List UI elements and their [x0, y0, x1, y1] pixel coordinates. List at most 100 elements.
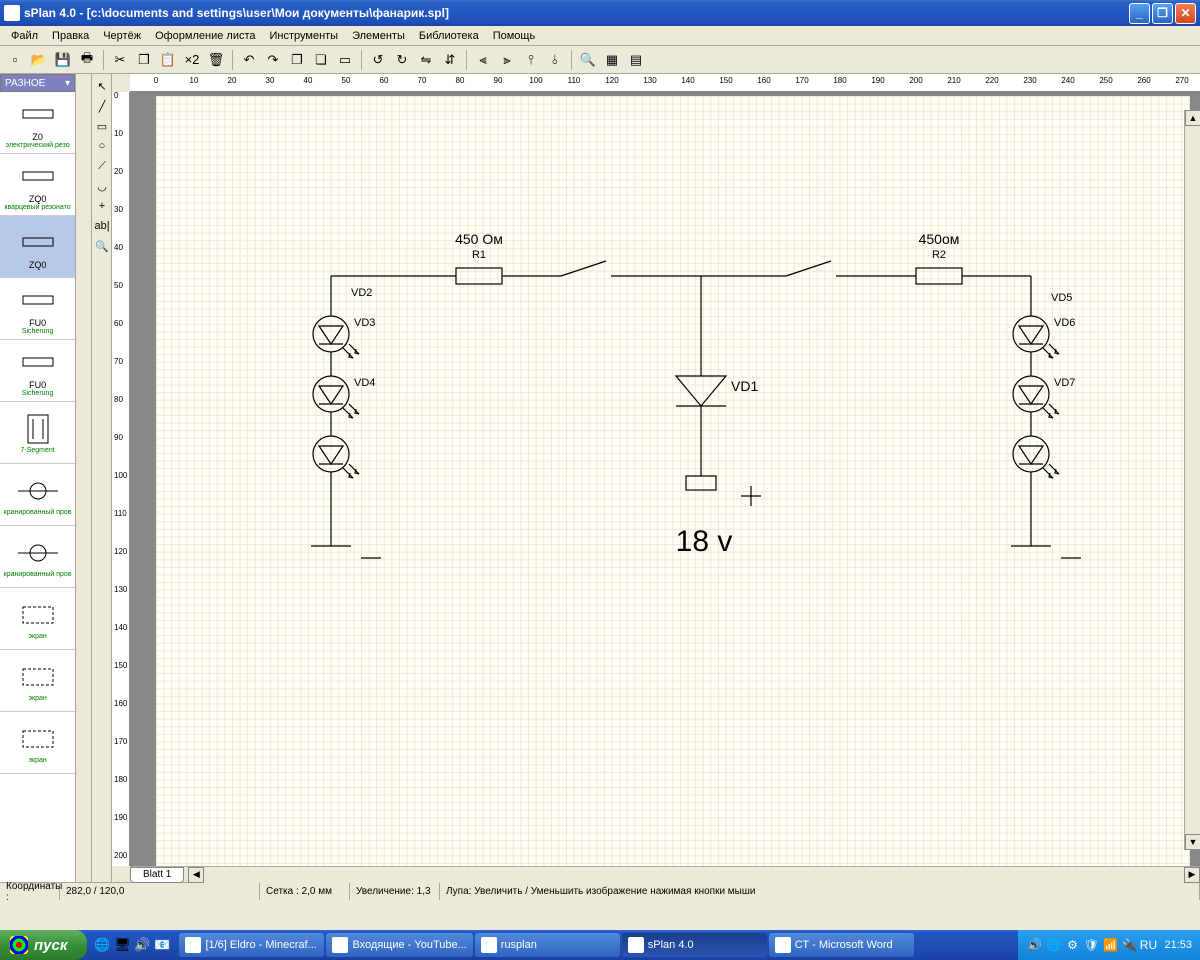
- zoom-tool[interactable]: 🔍: [93, 237, 111, 255]
- line-tool[interactable]: ╱: [93, 97, 111, 115]
- menu-Правка[interactable]: Правка: [45, 28, 96, 44]
- library-category-select[interactable]: РАЗНОЕ▾: [0, 74, 75, 92]
- vertical-scrollbar[interactable]: ▲ ▼: [1184, 110, 1200, 850]
- zoom-tool-icon[interactable]: 🔍: [577, 49, 599, 71]
- horizontal-scrollbar[interactable]: ◀ ▶: [188, 867, 1200, 883]
- menu-Элементы[interactable]: Элементы: [345, 28, 412, 44]
- svg-text:VD4: VD4: [354, 377, 375, 389]
- menu-Чертёж[interactable]: Чертёж: [96, 28, 148, 44]
- svg-text:450ом: 450ом: [919, 231, 960, 247]
- align-l-icon[interactable]: ⫷: [472, 49, 494, 71]
- svg-text:VD3: VD3: [354, 317, 375, 329]
- menu-Библиотека[interactable]: Библиотека: [412, 28, 486, 44]
- taskbar-task-4[interactable]: СТ - Microsoft Word: [769, 933, 914, 957]
- library-category-label: РАЗНОЕ: [5, 78, 45, 89]
- start-label: пуск: [34, 937, 67, 954]
- duplicate-icon[interactable]: ×2: [181, 49, 203, 71]
- align-t-icon[interactable]: ⫯: [520, 49, 542, 71]
- library-item-9[interactable]: экран: [0, 650, 75, 712]
- align-b-icon[interactable]: ⫰: [544, 49, 566, 71]
- flip-v-icon[interactable]: ⇵: [439, 49, 461, 71]
- quick-launch-2[interactable]: 🔊: [133, 934, 151, 956]
- menu-Инструменты[interactable]: Инструменты: [263, 28, 346, 44]
- undo-icon[interactable]: ↶: [238, 49, 260, 71]
- quick-launch-0[interactable]: 🌐: [93, 934, 111, 956]
- svg-text:R2: R2: [932, 249, 946, 261]
- quick-launch-1[interactable]: 🖥: [113, 934, 131, 956]
- rotate-ccw-icon[interactable]: ↺: [367, 49, 389, 71]
- taskbar-task-1[interactable]: Входящие - YouTube...: [326, 933, 472, 957]
- status-coord-label: Координаты :: [0, 883, 60, 900]
- menu-Файл[interactable]: Файл: [4, 28, 45, 44]
- taskbar-task-2[interactable]: rusplan: [475, 933, 620, 957]
- windows-logo-icon: [10, 936, 28, 954]
- tray-icon-4[interactable]: 📶: [1102, 937, 1118, 953]
- status-zoom: Увеличение: 1,3: [350, 883, 440, 900]
- window-title: sPlan 4.0 - [c:\documents and settings\u…: [24, 6, 1129, 20]
- menu-Оформление листа[interactable]: Оформление листа: [148, 28, 262, 44]
- rotate-cw-icon[interactable]: ↻: [391, 49, 413, 71]
- library-item-6[interactable]: кранированный пров: [0, 464, 75, 526]
- grid-icon[interactable]: ▦: [601, 49, 623, 71]
- tray-icon-3[interactable]: 🛡: [1083, 937, 1099, 953]
- svg-text:450 Ом: 450 Ом: [455, 231, 503, 247]
- text-tool[interactable]: ab|: [93, 217, 111, 235]
- new-icon[interactable]: ▫: [4, 49, 26, 71]
- cut-icon[interactable]: ✂: [109, 49, 131, 71]
- system-tray: 🔊🌐⚙🛡📶🔌RU 21:53: [1018, 930, 1200, 960]
- tray-icon-1[interactable]: 🌐: [1045, 937, 1061, 953]
- paste2-icon[interactable]: ❏: [310, 49, 332, 71]
- canvas-viewport[interactable]: R1450 ОмVD118 vR2450омVD2VD3VD4VD5VD6VD7…: [130, 92, 1200, 866]
- library-item-2[interactable]: ZQ0: [0, 216, 75, 278]
- point-tool[interactable]: +: [93, 197, 111, 215]
- tray-icon-5[interactable]: 🔌: [1121, 937, 1137, 953]
- library-scrollbar[interactable]: [75, 74, 91, 882]
- app-icon: [4, 5, 20, 21]
- print-icon[interactable]: 🖶: [76, 49, 98, 71]
- polyline-tool[interactable]: ⟋: [93, 157, 111, 175]
- quick-launch-3[interactable]: 📧: [153, 934, 171, 956]
- library-item-4[interactable]: FU0Sicherung: [0, 340, 75, 402]
- paste-icon[interactable]: 📋: [157, 49, 179, 71]
- tray-icon-6[interactable]: RU: [1140, 937, 1156, 953]
- library-item-5[interactable]: 7-Segment: [0, 402, 75, 464]
- library-item-1[interactable]: ZQ0кварцевый резонато: [0, 154, 75, 216]
- svg-text:VD1: VD1: [731, 378, 758, 394]
- open-icon[interactable]: 📂: [28, 49, 50, 71]
- menubar: ФайлПравкаЧертёжОформление листаИнструме…: [0, 26, 1200, 46]
- library-item-3[interactable]: FU0Sicherung: [0, 278, 75, 340]
- select-icon[interactable]: ▭: [334, 49, 356, 71]
- cursor-tool[interactable]: ↖: [93, 77, 111, 95]
- svg-text:VD7: VD7: [1054, 377, 1075, 389]
- library-item-8[interactable]: экран: [0, 588, 75, 650]
- redo-icon[interactable]: ↷: [262, 49, 284, 71]
- tray-icon-0[interactable]: 🔊: [1026, 937, 1042, 953]
- close-button[interactable]: ✕: [1175, 3, 1196, 24]
- delete-icon[interactable]: 🗑: [205, 49, 227, 71]
- menu-Помощь[interactable]: Помощь: [486, 28, 543, 44]
- rect-tool[interactable]: ▭: [93, 117, 111, 135]
- tray-icon-2[interactable]: ⚙: [1064, 937, 1080, 953]
- status-coord: 282,0 / 120,0: [60, 883, 260, 900]
- taskbar-task-0[interactable]: [1/6] Eldro - Minecraf...: [179, 933, 324, 957]
- flip-h-icon[interactable]: ⇋: [415, 49, 437, 71]
- save-icon[interactable]: 💾: [52, 49, 74, 71]
- maximize-button[interactable]: ❐: [1152, 3, 1173, 24]
- tool-palette: ↖ ╱ ▭ ○ ⟋ ◡ + ab| 🔍: [92, 74, 112, 882]
- copy2-icon[interactable]: ❐: [286, 49, 308, 71]
- sheet-tab[interactable]: Blatt 1: [130, 867, 184, 883]
- align-r-icon[interactable]: ⫸: [496, 49, 518, 71]
- minimize-button[interactable]: _: [1129, 3, 1150, 24]
- layers-icon[interactable]: ▤: [625, 49, 647, 71]
- taskbar-task-3[interactable]: sPlan 4.0: [622, 933, 767, 957]
- library-item-10[interactable]: экран: [0, 712, 75, 774]
- library-panel: РАЗНОЕ▾ Z0электрический резоZQ0кварцевый…: [0, 74, 92, 882]
- library-item-0[interactable]: Z0электрический резо: [0, 92, 75, 154]
- arc-tool[interactable]: ◡: [93, 177, 111, 195]
- library-item-7[interactable]: кранированный пров: [0, 526, 75, 588]
- clock: 21:53: [1164, 939, 1192, 951]
- start-button[interactable]: пуск: [0, 930, 87, 960]
- titlebar: sPlan 4.0 - [c:\documents and settings\u…: [0, 0, 1200, 26]
- circle-tool[interactable]: ○: [93, 137, 111, 155]
- copy-icon[interactable]: ❐: [133, 49, 155, 71]
